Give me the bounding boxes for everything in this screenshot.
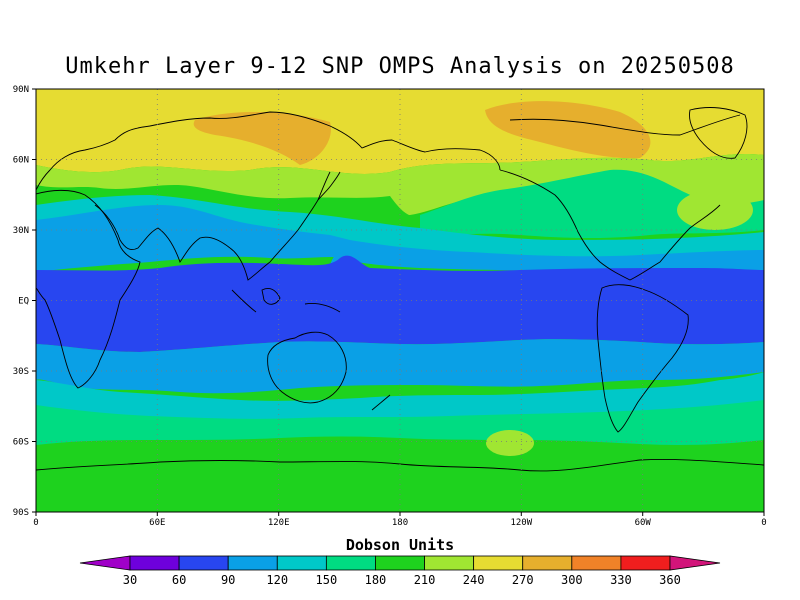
colorbar-tick-label: 90: [221, 573, 235, 587]
band-tropics-blue: [36, 255, 764, 352]
colorbar-tick-label: 60: [172, 573, 186, 587]
colorbar-tick-label: 120: [266, 573, 288, 587]
tick-marks: [32, 88, 765, 516]
band-south-lightblue: [36, 339, 764, 394]
lat-labels: 90N 60N 30N EQ 30S 60S 90S: [13, 85, 29, 518]
colorbar-swatch: [522, 555, 573, 571]
europe-outline: [36, 125, 151, 191]
colorbar-swatch: [375, 555, 425, 571]
colorbar-swatch: [325, 555, 376, 571]
newzealand-outline: [371, 394, 391, 411]
lon-label-180: 180: [392, 518, 408, 528]
colorbar-swatch: [473, 555, 524, 571]
lon-label-120w: 120W: [510, 518, 532, 528]
lon-labels: 0 60E 120E 180 120W 60W 0: [33, 518, 766, 528]
lat-label-90n: 90N: [13, 85, 29, 95]
colorbar-swatch: [571, 555, 622, 571]
sumatra-outline: [231, 289, 257, 313]
lon-label-0-east: 0: [761, 518, 766, 528]
band-south-seagreen: [36, 400, 764, 445]
band-north-teal: [36, 195, 764, 259]
colorbar-tick-label: 30: [123, 573, 137, 587]
colorbar-swatch: [227, 555, 278, 571]
colorbar-swatch: [620, 555, 671, 571]
newguinea-outline: [304, 303, 341, 313]
lat-label-30s: 30S: [13, 367, 29, 377]
band-north-orange-1: [193, 111, 331, 165]
australia-outline: [267, 331, 347, 404]
band-north-green-2: [420, 169, 764, 239]
band-north-lightblue: [36, 205, 764, 274]
lon-label-60e: 60E: [149, 518, 165, 528]
lat-label-90s: 90S: [13, 508, 29, 518]
colorbar-tick-label: 330: [610, 573, 632, 587]
map-title: Umkehr Layer 9-12 SNP OMPS Analysis on 2…: [65, 54, 735, 79]
colorbar-under-arrow: [79, 555, 131, 571]
band-north-orange-2: [485, 101, 651, 159]
lon-label-60w: 60W: [635, 518, 652, 528]
alaska-outline: [424, 148, 501, 171]
siberia-outline: [149, 111, 426, 153]
north-america-outline: [499, 169, 721, 281]
lon-label-0-west: 0: [33, 518, 38, 528]
canada-arctic-outline: [509, 114, 741, 136]
graticule: [36, 89, 764, 512]
greenland-outline: [689, 107, 748, 159]
colorbar: 30 60 90 120 150 180 210 240 270 300 330 360: [79, 555, 721, 587]
ozone-field: [36, 89, 764, 512]
lat-label-60n: 60N: [13, 156, 29, 166]
lat-label-60s: 60S: [13, 438, 29, 448]
lat-label-eq: EQ: [18, 297, 29, 307]
colorbar-title: Dobson Units: [345, 536, 455, 554]
band-south-teal: [36, 372, 764, 426]
band-south-teal-e: [735, 402, 764, 440]
colorbar-tick-label: 300: [561, 573, 583, 587]
colorbar-swatch: [129, 555, 180, 571]
coastlines: [36, 107, 764, 472]
africa-outline: [36, 189, 141, 389]
colorbar-swatch: [178, 555, 229, 571]
colorbar-tick-label: 150: [316, 573, 338, 587]
band-south-lightgreen: [486, 430, 534, 456]
colorbar-swatch: [424, 555, 475, 571]
south-america-outline: [596, 284, 689, 433]
east-asia-outline: [229, 171, 331, 281]
colorbar-tick-label: 180: [365, 573, 387, 587]
colorbar-over-arrow: [669, 555, 721, 571]
japan-outline: [317, 171, 341, 201]
lon-label-120e: 120E: [268, 518, 290, 528]
colorbar-swatch: [276, 555, 327, 571]
colorbar-tick-label: 210: [414, 573, 436, 587]
lat-label-30n: 30N: [13, 226, 29, 236]
colorbar-tick-label: 240: [463, 573, 485, 587]
arabia-outline: [94, 204, 231, 263]
colorbar-tick-label: 360: [659, 573, 681, 587]
borneo-outline: [261, 287, 281, 305]
colorbar-tick-label: 270: [512, 573, 534, 587]
